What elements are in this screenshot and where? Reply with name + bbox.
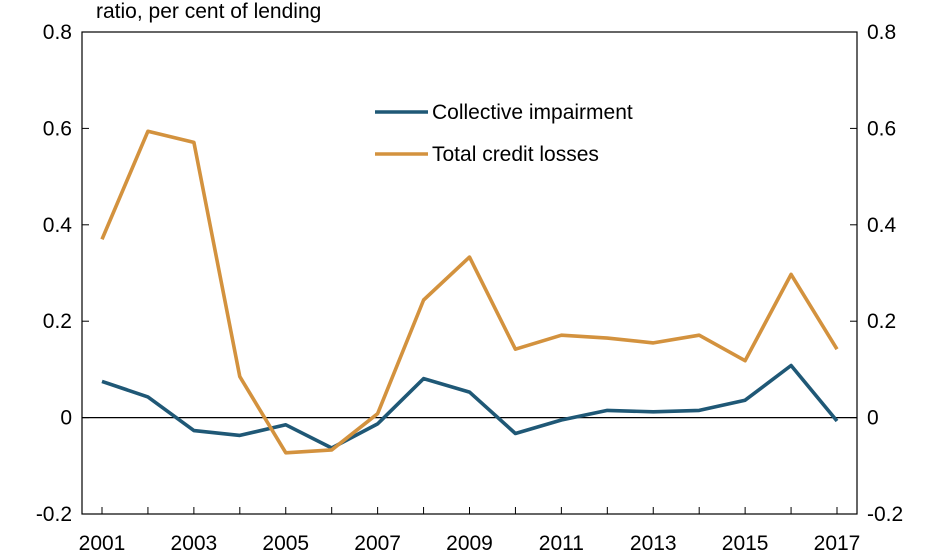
- left-y-tick-label: 0.8: [43, 21, 72, 44]
- series-line-collective-impairment: [101, 363, 839, 450]
- series-line-total-credit-losses: [100, 129, 839, 455]
- right-y-tick-label: 0.2: [867, 310, 896, 333]
- right-y-tick-label: 0.6: [867, 117, 896, 140]
- right-y-tick-label: 0.4: [867, 214, 897, 237]
- x-tick-label: 2003: [171, 532, 218, 555]
- x-tick-label: 2015: [722, 532, 769, 555]
- x-tick-label: 2001: [79, 532, 126, 555]
- left-y-tick-label: 0.6: [43, 117, 72, 140]
- left-y-tick-label: 0.2: [43, 310, 72, 333]
- x-tick-label: 2009: [446, 532, 493, 555]
- left-y-tick-label: 0.4: [43, 214, 73, 237]
- x-tick-label: 2005: [262, 532, 309, 555]
- legend-label-total-credit-losses: Total credit losses: [432, 143, 599, 166]
- right-y-tick-label: -0.2: [867, 503, 903, 526]
- x-tick-label: 2011: [539, 532, 584, 555]
- x-tick-label: 2013: [630, 532, 677, 555]
- left-y-tick-label: -0.2: [36, 503, 72, 526]
- right-y-tick-label: 0: [867, 407, 879, 430]
- legend-label-collective-impairment: Collective impairment: [432, 101, 633, 124]
- chart-title: ratio, per cent of lending: [96, 0, 321, 23]
- right-y-tick-label: 0.8: [867, 21, 896, 44]
- left-y-tick-label: 0: [60, 407, 72, 430]
- x-tick-label: 2017: [814, 532, 861, 555]
- x-tick-label: 2007: [354, 532, 401, 555]
